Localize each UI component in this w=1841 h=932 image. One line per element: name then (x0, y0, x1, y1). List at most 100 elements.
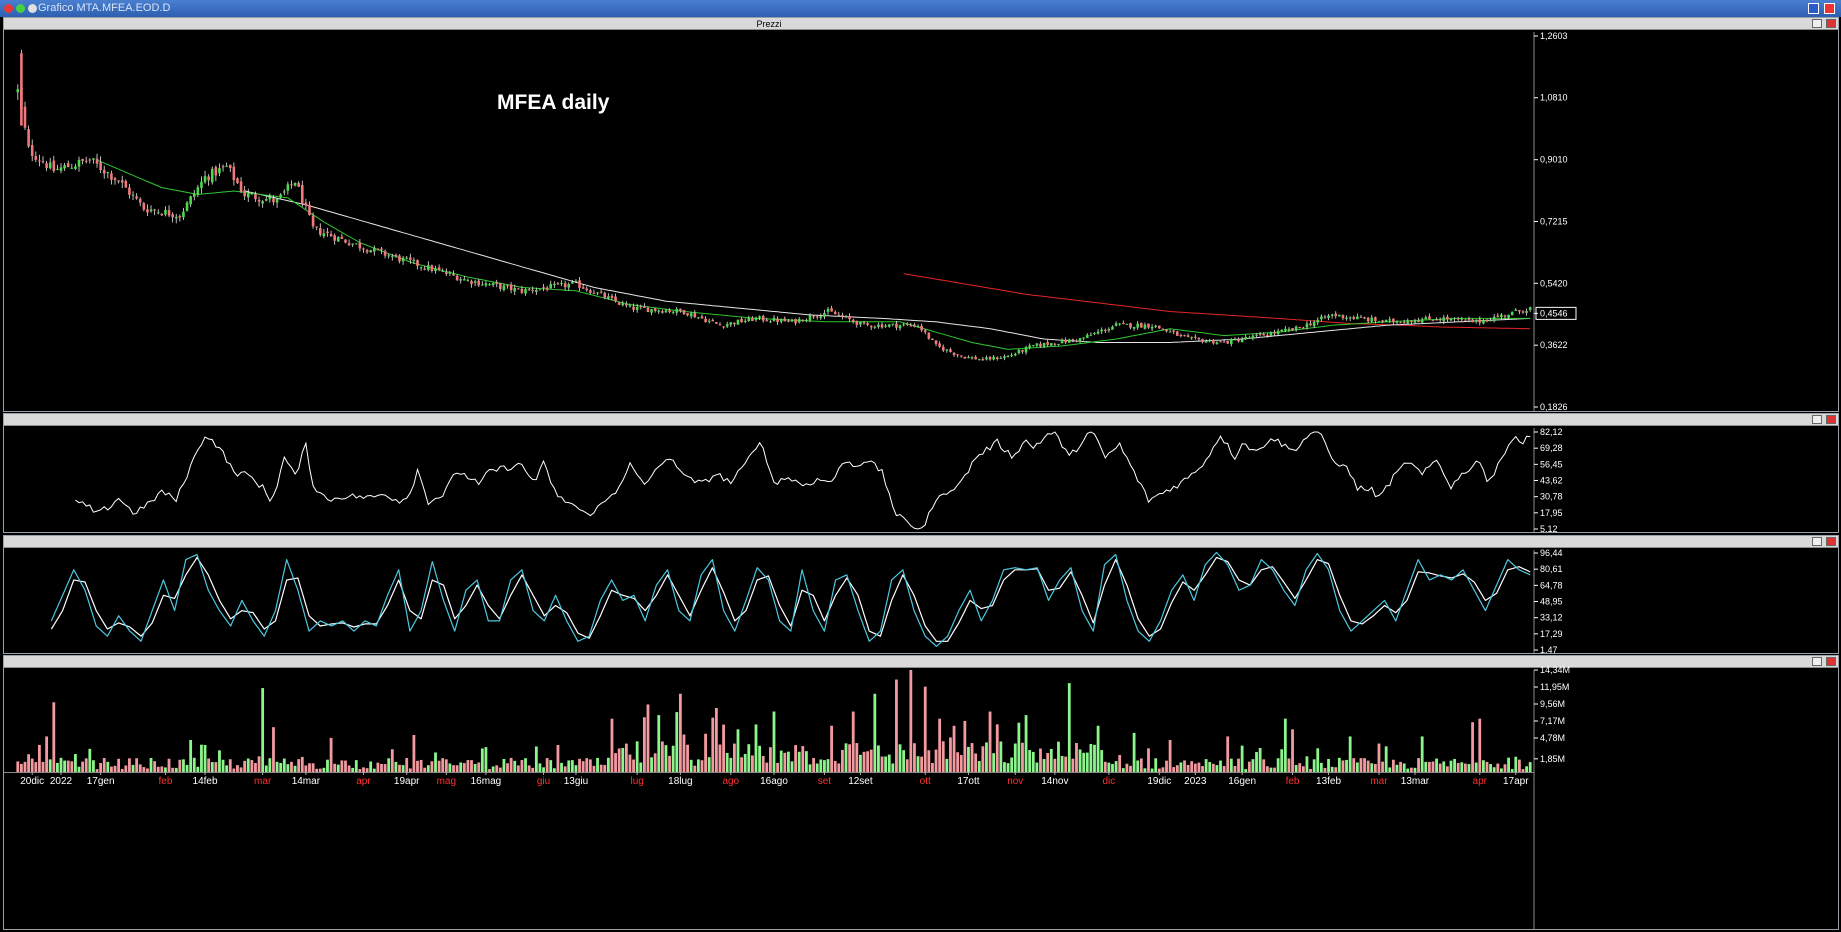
panel-close-icon[interactable] (1826, 415, 1836, 424)
volume-bar (1082, 752, 1086, 772)
candle-body (1003, 356, 1006, 359)
x-tick-label: 20dic (20, 776, 44, 787)
panel-close-icon[interactable] (1826, 657, 1836, 666)
candle-body (142, 203, 146, 210)
volume-bar (52, 702, 56, 772)
volume-bar (923, 686, 927, 772)
volume-bar (1341, 760, 1345, 772)
volume-bar (120, 769, 124, 772)
volume-bar (1143, 768, 1147, 772)
candle-body (128, 187, 131, 195)
volume-bar (1233, 766, 1237, 772)
candle-body (1226, 341, 1230, 344)
volume-bar (823, 760, 826, 772)
red-dot-icon[interactable] (4, 4, 13, 13)
volume-bar (516, 765, 520, 772)
volume-bar (1251, 759, 1255, 772)
volume-bar (704, 733, 707, 772)
volume-bar (963, 720, 967, 772)
candle-body (1352, 317, 1356, 319)
volume-bar (437, 760, 441, 772)
panel-close-icon[interactable] (1826, 537, 1836, 546)
candle-body (891, 323, 895, 325)
panel-min-icon[interactable] (1812, 657, 1822, 666)
volume-bar (696, 759, 700, 772)
volume-bar (693, 765, 697, 772)
x-tick-label: 13mar (1401, 776, 1430, 787)
volume-bar (372, 768, 376, 772)
minimize-icon[interactable] (1808, 3, 1819, 14)
volume-bar (891, 763, 895, 772)
candle-body (1114, 323, 1118, 326)
candle-body (207, 176, 210, 181)
panel-min-icon[interactable] (1812, 537, 1822, 546)
volume-bar (412, 735, 416, 772)
candle-body (1042, 342, 1046, 347)
volume-panel: 14,34M 11,95M 9,56M 7,17M 4,78M 1,85M 20dic 202… (3, 655, 1839, 930)
volume-bar (624, 743, 628, 772)
volume-bar (1474, 762, 1478, 772)
volume-bar (1204, 759, 1208, 772)
candle-body (715, 322, 718, 324)
volume-bar (480, 748, 484, 772)
volume-bar (1064, 756, 1068, 772)
volume-bar (1111, 764, 1114, 772)
volume-bar (1377, 743, 1381, 772)
candle-body (1510, 311, 1514, 316)
volume-bar (149, 757, 153, 772)
volume-bar (1424, 761, 1428, 772)
candle-body (34, 156, 38, 160)
volume-bar (466, 760, 470, 772)
candle-body (239, 181, 243, 192)
candle-body (736, 319, 740, 325)
candle-body (390, 256, 394, 258)
x-tick-label: 17apr (1503, 776, 1529, 787)
white-dot-icon[interactable] (28, 4, 37, 13)
volume-bar (877, 745, 880, 772)
candle-body (1485, 319, 1489, 322)
x-tick-label: 2022 (50, 776, 73, 787)
candle-body (452, 274, 455, 276)
volume-bar (218, 750, 221, 772)
candle-body (931, 338, 934, 340)
volume-bar (1121, 768, 1125, 772)
close-icon[interactable] (1824, 3, 1835, 14)
volume-bar (128, 758, 131, 772)
candle-body (473, 281, 477, 283)
panel-min-icon[interactable] (1812, 19, 1822, 28)
candle-body (614, 296, 617, 302)
candle-body (671, 311, 675, 313)
volume-bar (549, 760, 553, 772)
volume-bar (542, 767, 545, 772)
volume-bar (660, 741, 664, 772)
green-dot-icon[interactable] (16, 4, 25, 13)
candle-body (272, 198, 275, 203)
x-tick-label: feb (1286, 776, 1300, 787)
candle-body (1269, 332, 1273, 336)
x-tick-label: mag (437, 776, 456, 787)
candle-body (430, 265, 434, 271)
volume-bar (1301, 766, 1305, 772)
candle-body (1492, 316, 1496, 322)
candle-body (995, 357, 999, 360)
candle-body (1381, 320, 1384, 322)
volume-bar (1291, 729, 1294, 772)
candle-body (113, 178, 117, 181)
volume-bar (1449, 760, 1453, 772)
candle-body (1237, 339, 1240, 342)
window-titlebar[interactable]: Grafico MTA.MFEA.EOD.D (0, 0, 1841, 17)
volume-bar (182, 759, 185, 772)
candle-body (1521, 311, 1525, 313)
volume-bar (1312, 759, 1316, 772)
volume-bar (610, 718, 614, 772)
panel-min-icon[interactable] (1812, 415, 1822, 424)
candle-body (1013, 353, 1017, 356)
candle-body (182, 211, 185, 218)
x-tick-label: 13giu (564, 776, 588, 787)
volume-bar (750, 755, 754, 772)
candle-body (358, 242, 362, 249)
panel-close-icon[interactable] (1826, 19, 1836, 28)
volume-bar (1445, 766, 1449, 772)
candle-body (1503, 315, 1507, 317)
candle-body (1212, 339, 1215, 344)
